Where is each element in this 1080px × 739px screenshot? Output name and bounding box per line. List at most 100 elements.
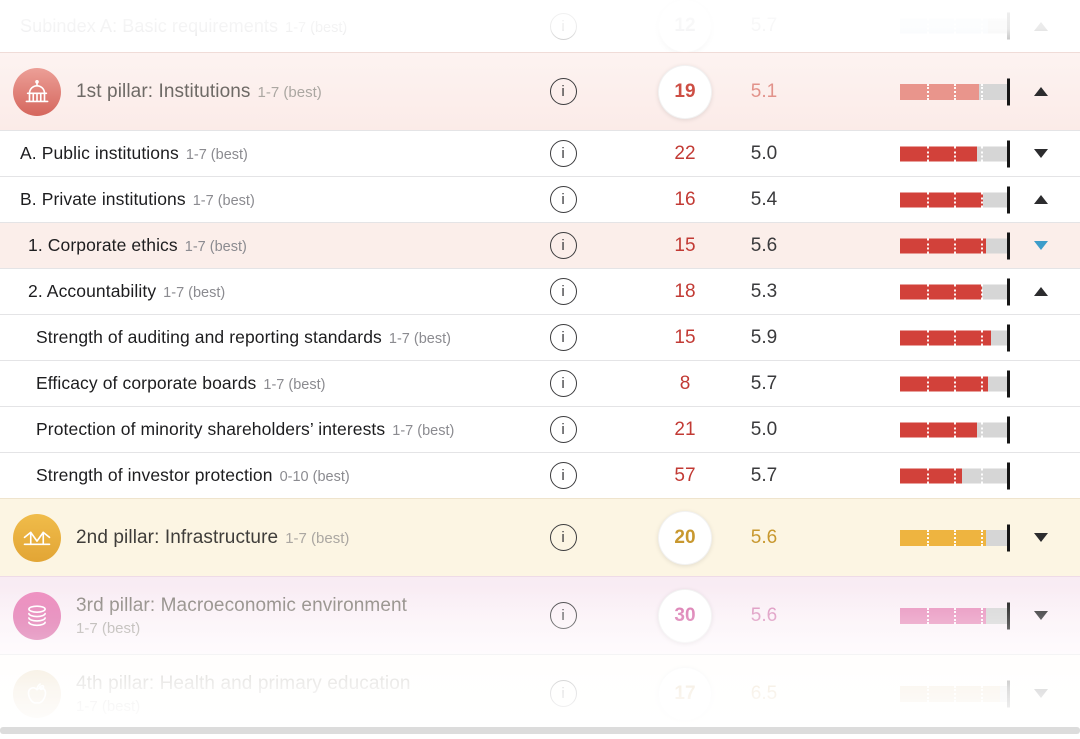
score-bar (900, 330, 1008, 345)
rank-value: 16 (674, 188, 696, 210)
row-label: Protection of minority shareholders’ int… (0, 407, 581, 452)
indicator-title: 3rd pillar: Macroeconomic environment (76, 594, 408, 616)
table-row-accountability[interactable]: 2. Accountability 1-7 (best) i 18 5.3 (0, 268, 1080, 314)
row-label: B. Private institutions 1-7 (best) (0, 177, 565, 222)
score-bar-fill (900, 607, 986, 624)
score-bar (900, 192, 1008, 207)
score-value: 6.5 (750, 682, 778, 704)
scale-max-line (1007, 78, 1010, 105)
bar-tick (927, 146, 929, 161)
info-icon[interactable]: i (549, 140, 577, 167)
collapse-arrow-icon[interactable] (1030, 269, 1052, 314)
bar-tick (954, 685, 956, 702)
bar-tick (981, 238, 983, 253)
bar-tick (954, 468, 956, 483)
score-value: 5.1 (750, 80, 778, 102)
score-value: 5.6 (750, 234, 778, 256)
score-bar-fill (900, 83, 979, 100)
indicator-title: 2nd pillar: Infrastructure (76, 526, 279, 548)
info-icon[interactable]: i (549, 232, 577, 259)
footer-divider-band (0, 727, 1080, 734)
bar-tick (927, 83, 929, 100)
rank-value: 22 (674, 142, 696, 164)
table-row-subindex-a[interactable]: Subindex A: Basic requirements 1-7 (best)… (0, 0, 1080, 53)
bar-tick (927, 607, 929, 624)
row-label: Subindex A: Basic requirements 1-7 (best) (0, 0, 565, 52)
expand-arrow-icon[interactable] (1030, 223, 1052, 268)
scale-max-line (1007, 524, 1010, 551)
bar-tick (954, 284, 956, 299)
score-bar (900, 685, 1008, 702)
scale-max-line (1007, 278, 1010, 305)
scale-max-line (1007, 602, 1010, 629)
table-row-private-institutions[interactable]: B. Private institutions 1-7 (best) i 16 5.4 (0, 176, 1080, 222)
bar-tick (927, 468, 929, 483)
score-bar-fill (900, 376, 988, 391)
bar-tick (927, 529, 929, 546)
expand-arrow-icon[interactable] (1030, 577, 1052, 654)
expand-arrow-icon[interactable] (1030, 499, 1052, 576)
collapse-arrow-icon[interactable] (1030, 177, 1052, 222)
bar-tick (927, 330, 929, 345)
info-icon[interactable]: i (549, 602, 577, 629)
bar-tick (981, 376, 983, 391)
row-label: Strength of investor protection 0-10 (bes… (0, 453, 581, 498)
score-bar-fill (900, 422, 977, 437)
indicator-title: 2. Accountability (28, 281, 157, 301)
indicator-title: Subindex A: Basic requirements (20, 15, 279, 36)
table-row-minority-shareholders: Protection of minority shareholders’ int… (0, 406, 1080, 452)
score-value: 5.4 (750, 188, 778, 210)
bar-tick (927, 422, 929, 437)
indicator-scale: 0-10 (best) (279, 469, 350, 485)
scale-max-line (1007, 370, 1010, 397)
expand-arrow-icon[interactable] (1030, 655, 1052, 732)
table-row-public-institutions[interactable]: A. Public institutions 1-7 (best) i 22 5.0 (0, 130, 1080, 176)
indicator-scale: 1-7 (best) (76, 619, 141, 637)
row-label: 1st pillar: Institutions 1-7 (best) (0, 53, 621, 130)
score-value: 5.0 (750, 142, 778, 164)
info-icon[interactable]: i (549, 524, 577, 551)
rank-value: 21 (674, 418, 696, 440)
bar-tick (954, 529, 956, 546)
table-row-pillar-4-health-education[interactable]: 4th pillar: Health and primary education… (0, 654, 1080, 732)
info-icon[interactable]: i (549, 78, 577, 105)
info-icon[interactable]: i (549, 416, 577, 443)
info-icon[interactable]: i (549, 462, 577, 489)
info-icon[interactable]: i (549, 370, 577, 397)
rank-value: 17 (674, 682, 696, 704)
scale-max-line (1007, 232, 1010, 259)
expand-arrow-icon[interactable] (1030, 131, 1052, 176)
indicator-title: 4th pillar: Health and primary education (76, 672, 411, 694)
indicator-scale: 1-7 (best) (163, 285, 226, 301)
rank-value: 30 (674, 604, 696, 626)
info-icon[interactable]: i (549, 186, 577, 213)
scale-max-line (1007, 12, 1010, 40)
info-icon[interactable]: i (549, 278, 577, 305)
info-icon[interactable]: i (549, 680, 577, 707)
info-icon[interactable]: i (549, 324, 577, 351)
collapse-arrow-icon[interactable] (1030, 0, 1052, 52)
table-row-pillar-3-macroeconomic[interactable]: 3rd pillar: Macroeconomic environment 1-7… (0, 576, 1080, 654)
bar-tick (981, 685, 983, 702)
score-bar (900, 146, 1008, 161)
rank-circle: 17 (658, 666, 712, 721)
score-bar-fill (900, 330, 991, 345)
table-row-pillar-1-institutions[interactable]: 1st pillar: Institutions 1-7 (best) i 19 5.1 (0, 52, 1080, 130)
indicator-scale: 1-7 (best) (388, 331, 451, 347)
collapse-arrow-icon[interactable] (1030, 53, 1052, 130)
scale-max-line (1007, 680, 1010, 707)
rank-circle: 20 (658, 510, 712, 565)
indicator-scale: 1-7 (best) (192, 193, 255, 209)
table-row-pillar-2-infrastructure[interactable]: 2nd pillar: Infrastructure 1-7 (best) i 20 5… (0, 498, 1080, 576)
bar-tick (954, 83, 956, 100)
indicator-scale: 1-7 (best) (285, 529, 350, 547)
bar-tick (927, 192, 929, 207)
bar-tick (981, 422, 983, 437)
score-bar-fill (900, 192, 983, 207)
table-row-corporate-ethics[interactable]: 1. Corporate ethics 1-7 (best) i 15 5.6 (0, 222, 1080, 268)
info-icon[interactable]: i (549, 12, 577, 40)
bar-tick (927, 18, 929, 34)
indicator-title: Protection of minority shareholders’ int… (36, 419, 386, 439)
score-bar (900, 422, 1008, 437)
